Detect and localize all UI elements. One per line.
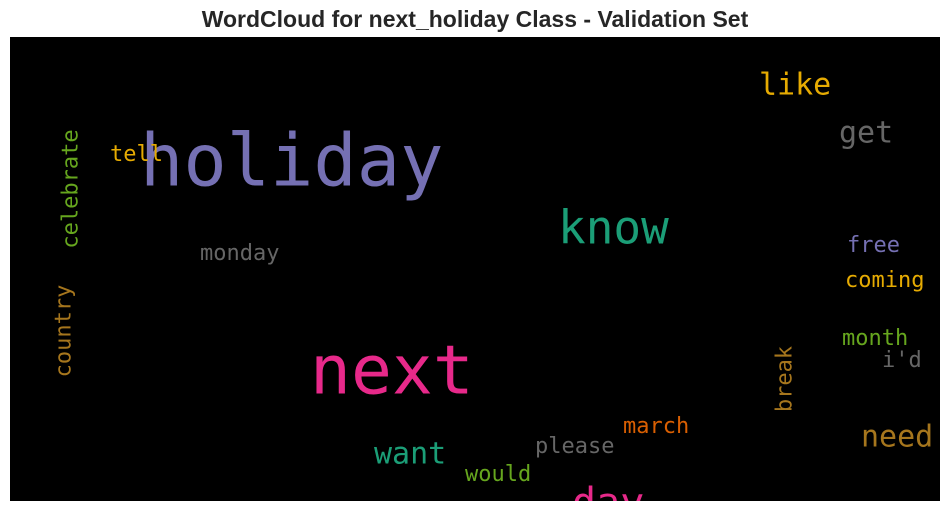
- word-free: free: [847, 233, 900, 258]
- word-day: day: [572, 480, 644, 501]
- word-break: break: [773, 346, 798, 412]
- word-know: know: [558, 200, 669, 254]
- word-celebrate: celebrate: [59, 129, 84, 248]
- word-tell: tell: [110, 142, 163, 167]
- wordcloud-background: [10, 37, 940, 501]
- word-march: march: [623, 414, 689, 439]
- word-country: country: [52, 285, 77, 378]
- word-next: next: [310, 332, 474, 411]
- word-get: get: [839, 116, 893, 151]
- word-want: want: [374, 437, 446, 472]
- word-monday: monday: [200, 241, 279, 266]
- word-would: would: [465, 462, 531, 487]
- chart-title: WordCloud for next_holiday Class - Valid…: [201, 6, 749, 32]
- word-holiday: holiday: [140, 119, 443, 203]
- word-month: month: [842, 326, 908, 351]
- word-coming: coming: [845, 268, 924, 293]
- word-need: need: [861, 420, 933, 455]
- word-like: like: [759, 68, 831, 103]
- word-please: please: [535, 434, 614, 459]
- word-id: i'd: [882, 348, 922, 373]
